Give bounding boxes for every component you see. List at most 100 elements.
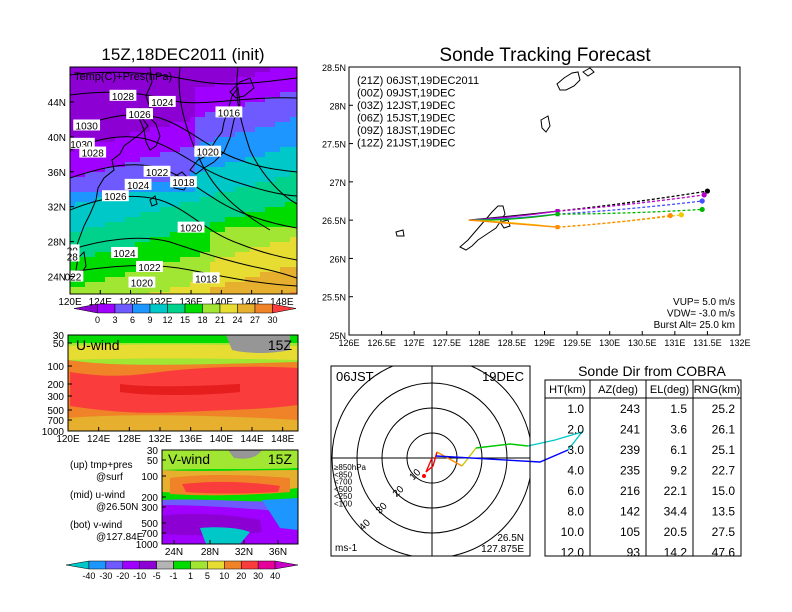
temp-cell	[200, 67, 206, 73]
temp-cell	[265, 277, 271, 283]
v-wind-field	[162, 450, 298, 544]
temp-cell	[240, 77, 246, 83]
temp-cell	[225, 97, 231, 103]
lon-tick-label: 120E	[58, 297, 82, 308]
temp-cell	[290, 292, 296, 294]
temp-cell	[165, 202, 171, 208]
temp-cell	[200, 252, 206, 258]
temp-cell	[285, 247, 291, 253]
temp-cell	[255, 247, 261, 253]
temp-cell	[155, 82, 161, 88]
temp-cell	[240, 167, 246, 173]
temp-cell	[120, 222, 126, 228]
temp-cell	[115, 167, 121, 173]
temp-cell	[115, 147, 121, 153]
temp-cell	[165, 252, 171, 258]
temp-cell	[160, 202, 166, 208]
temp-cell	[290, 192, 296, 198]
temp-cell	[205, 117, 211, 123]
temp-cell	[165, 277, 171, 283]
isobar-label-box	[79, 146, 107, 158]
temp-cell	[80, 217, 86, 223]
temp-cell	[140, 87, 146, 93]
temp-cell	[220, 217, 226, 223]
temp-cell	[170, 237, 176, 243]
temp-cell	[195, 127, 201, 133]
temp-cell	[295, 147, 297, 153]
temp-cell	[280, 172, 286, 178]
temp-cell	[140, 197, 146, 203]
temp-cell	[85, 247, 91, 253]
temp-cell	[160, 107, 166, 113]
temp-cell	[180, 67, 186, 73]
burst-marker	[555, 212, 560, 217]
temp-cell	[265, 227, 271, 233]
temp-cell	[230, 267, 236, 273]
temp-cell	[225, 237, 231, 243]
temp-cell	[170, 87, 176, 93]
polar-legend-entry: <700	[334, 478, 353, 487]
temp-cell	[210, 82, 216, 88]
temp-cell	[150, 217, 156, 223]
temp-cell	[135, 217, 141, 223]
temp-cell	[290, 287, 296, 293]
temp-cell	[215, 197, 221, 203]
temp-cell	[105, 237, 111, 243]
table-frame	[544, 379, 742, 557]
temp-cell	[110, 137, 116, 143]
temp-cell	[190, 252, 196, 258]
table-header-cell: HT(km)	[549, 384, 586, 396]
temp-cell	[285, 287, 291, 293]
temp-cell	[250, 282, 256, 288]
temp-cell	[265, 72, 271, 78]
temp-cell	[290, 122, 296, 128]
isobar-label-box	[109, 89, 137, 101]
temp-cell	[260, 292, 266, 294]
temp-cell	[140, 287, 146, 293]
temp-cell	[160, 112, 166, 118]
temp-cell	[180, 157, 186, 163]
temp-cell	[195, 142, 201, 148]
temp-cell	[290, 92, 296, 98]
temp-cell	[165, 212, 171, 218]
temp-cell	[205, 252, 211, 258]
temp-cell	[170, 152, 176, 158]
temp-cell	[290, 132, 296, 138]
temp-cell	[120, 177, 126, 183]
temp-cell	[160, 217, 166, 223]
temp-cell	[195, 92, 201, 98]
temp-cell	[125, 292, 131, 294]
temp-cell	[275, 132, 281, 138]
temp-cell	[280, 102, 286, 108]
temp-cell	[105, 137, 111, 143]
temp-cell	[180, 87, 186, 93]
temp-cell	[95, 92, 101, 98]
temp-cell	[270, 82, 276, 88]
temp-cell	[275, 257, 281, 263]
temp-cell	[205, 232, 211, 238]
ring-label: 30	[374, 500, 390, 516]
temp-cell	[260, 152, 266, 158]
colorbar-swatch	[272, 303, 297, 314]
temp-cell	[85, 72, 91, 78]
temp-cell	[230, 102, 236, 108]
temp-cell	[295, 97, 297, 103]
temp-cell	[175, 157, 181, 163]
temp-cell	[190, 162, 196, 168]
temp-cell	[155, 247, 161, 253]
temp-cell	[155, 77, 161, 83]
temp-cell	[80, 202, 86, 208]
temp-cell	[200, 92, 206, 98]
temp-cell	[280, 237, 286, 243]
temp-cell	[265, 132, 271, 138]
temp-cell	[275, 77, 281, 83]
temp-cell	[290, 247, 296, 253]
temp-cell	[230, 242, 236, 248]
temp-cell	[275, 137, 281, 143]
temp-cell	[85, 237, 91, 243]
burst-marker	[555, 225, 560, 230]
temp-cell	[120, 87, 126, 93]
x-tick-label: 130E	[599, 338, 620, 348]
temp-cell	[95, 222, 101, 228]
temp-cell	[135, 72, 141, 78]
